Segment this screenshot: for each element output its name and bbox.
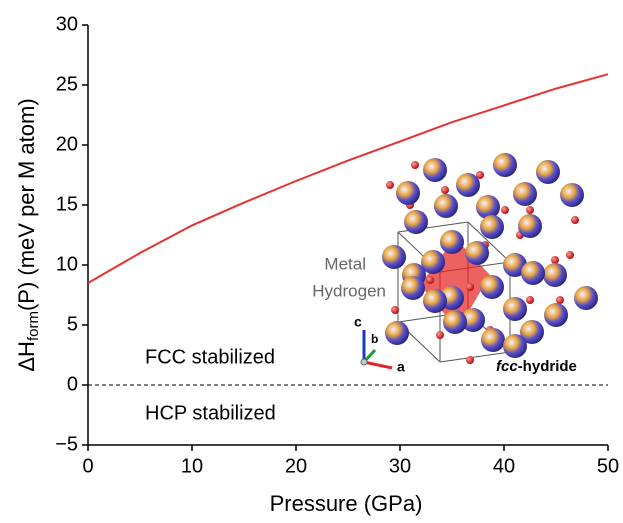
y-tick-label: 30 <box>56 13 78 35</box>
metal-atom <box>382 245 406 269</box>
metal-atom <box>396 181 420 205</box>
metal-atom <box>465 241 489 265</box>
y-tick-label: 5 <box>67 313 78 335</box>
data-line <box>87 73 609 284</box>
y-axis-label: ΔHform(P) (meV per M atom) <box>14 98 42 371</box>
metal-atom <box>503 334 527 358</box>
metal-atom <box>544 303 568 327</box>
y-tick-label: 15 <box>56 193 78 215</box>
hydrogen-atom <box>466 283 474 291</box>
metal-atom <box>543 263 567 287</box>
metal-atom <box>440 230 464 254</box>
hydrogen-atom <box>391 306 399 314</box>
axis-letter: c <box>354 314 362 330</box>
metal-atom <box>560 183 584 207</box>
y-tick-label: −5 <box>55 433 78 455</box>
metal-atom <box>503 253 527 277</box>
annotation: Hydrogen <box>312 281 386 300</box>
metal-atom <box>480 275 504 299</box>
x-tick-label: 30 <box>389 455 411 477</box>
hydrogen-atom <box>501 206 509 214</box>
cell-edge <box>467 221 511 263</box>
axis-letter: b <box>371 332 378 346</box>
cell-edge <box>439 351 511 363</box>
hydrogen-atom <box>571 216 579 224</box>
y-label-sub: form <box>25 311 42 341</box>
y-tick-label: 25 <box>56 73 78 95</box>
hydrogen-atom <box>386 181 394 189</box>
y-tick-label: 20 <box>56 133 78 155</box>
metal-atom <box>493 153 517 177</box>
x-tick-label: 40 <box>493 455 515 477</box>
hydrogen-atom <box>556 296 564 304</box>
hydrogen-atom <box>441 186 449 194</box>
annotation: FCC stabilized <box>145 346 275 368</box>
axis-origin <box>360 358 368 366</box>
metal-atom <box>423 158 447 182</box>
metal-atom <box>520 320 544 344</box>
annotation: HCP stabilized <box>145 402 276 424</box>
metal-atom <box>476 195 500 219</box>
x-axis-label: Pressure (GPa) <box>270 491 423 516</box>
axis-arrow <box>363 360 393 370</box>
x-tick-label: 50 <box>597 455 619 477</box>
metal-atom <box>503 297 527 321</box>
metal-atom <box>521 261 545 285</box>
axis-letter: a <box>397 359 405 375</box>
metal-atom <box>434 194 458 218</box>
y-label-main: ΔH <box>14 341 39 372</box>
hydrogen-atom <box>551 256 559 264</box>
metal-atom <box>480 215 504 239</box>
inset-title-italic: fcc <box>496 358 518 375</box>
hydrogen-atom <box>436 331 444 339</box>
metal-atom <box>443 310 467 334</box>
metal-atom <box>456 173 480 197</box>
annotation: Metal <box>324 254 366 273</box>
inset-title-rest: -hydride <box>518 358 577 375</box>
x-tick-label: 10 <box>181 455 203 477</box>
metal-atom <box>421 250 445 274</box>
metal-atom <box>513 182 537 206</box>
hydrogen-atom <box>426 276 434 284</box>
y-label-rest: (P) (meV per M atom) <box>14 98 39 311</box>
x-tick-label: 0 <box>82 455 93 477</box>
hydrogen-atom <box>566 251 574 259</box>
metal-atom <box>423 289 447 313</box>
hydrogen-atom <box>526 296 534 304</box>
metal-atom <box>385 321 409 345</box>
metal-atom <box>574 286 598 310</box>
hydrogen-atom <box>476 171 484 179</box>
hydrogen-atom <box>526 206 534 214</box>
y-tick-label: 0 <box>67 373 78 395</box>
metal-atom <box>536 160 560 184</box>
hydrogen-atom <box>411 161 419 169</box>
hydrogen-atom <box>466 356 474 364</box>
metal-atom <box>461 308 485 332</box>
inset-title: fcc-hydride <box>496 358 577 375</box>
crystal-inset <box>360 153 598 370</box>
metal-atom <box>518 214 542 238</box>
metal-atom <box>404 210 428 234</box>
metal-atom <box>481 328 505 352</box>
metal-atom <box>401 276 425 300</box>
x-tick-label: 20 <box>285 455 307 477</box>
y-tick-label: 10 <box>56 253 78 275</box>
